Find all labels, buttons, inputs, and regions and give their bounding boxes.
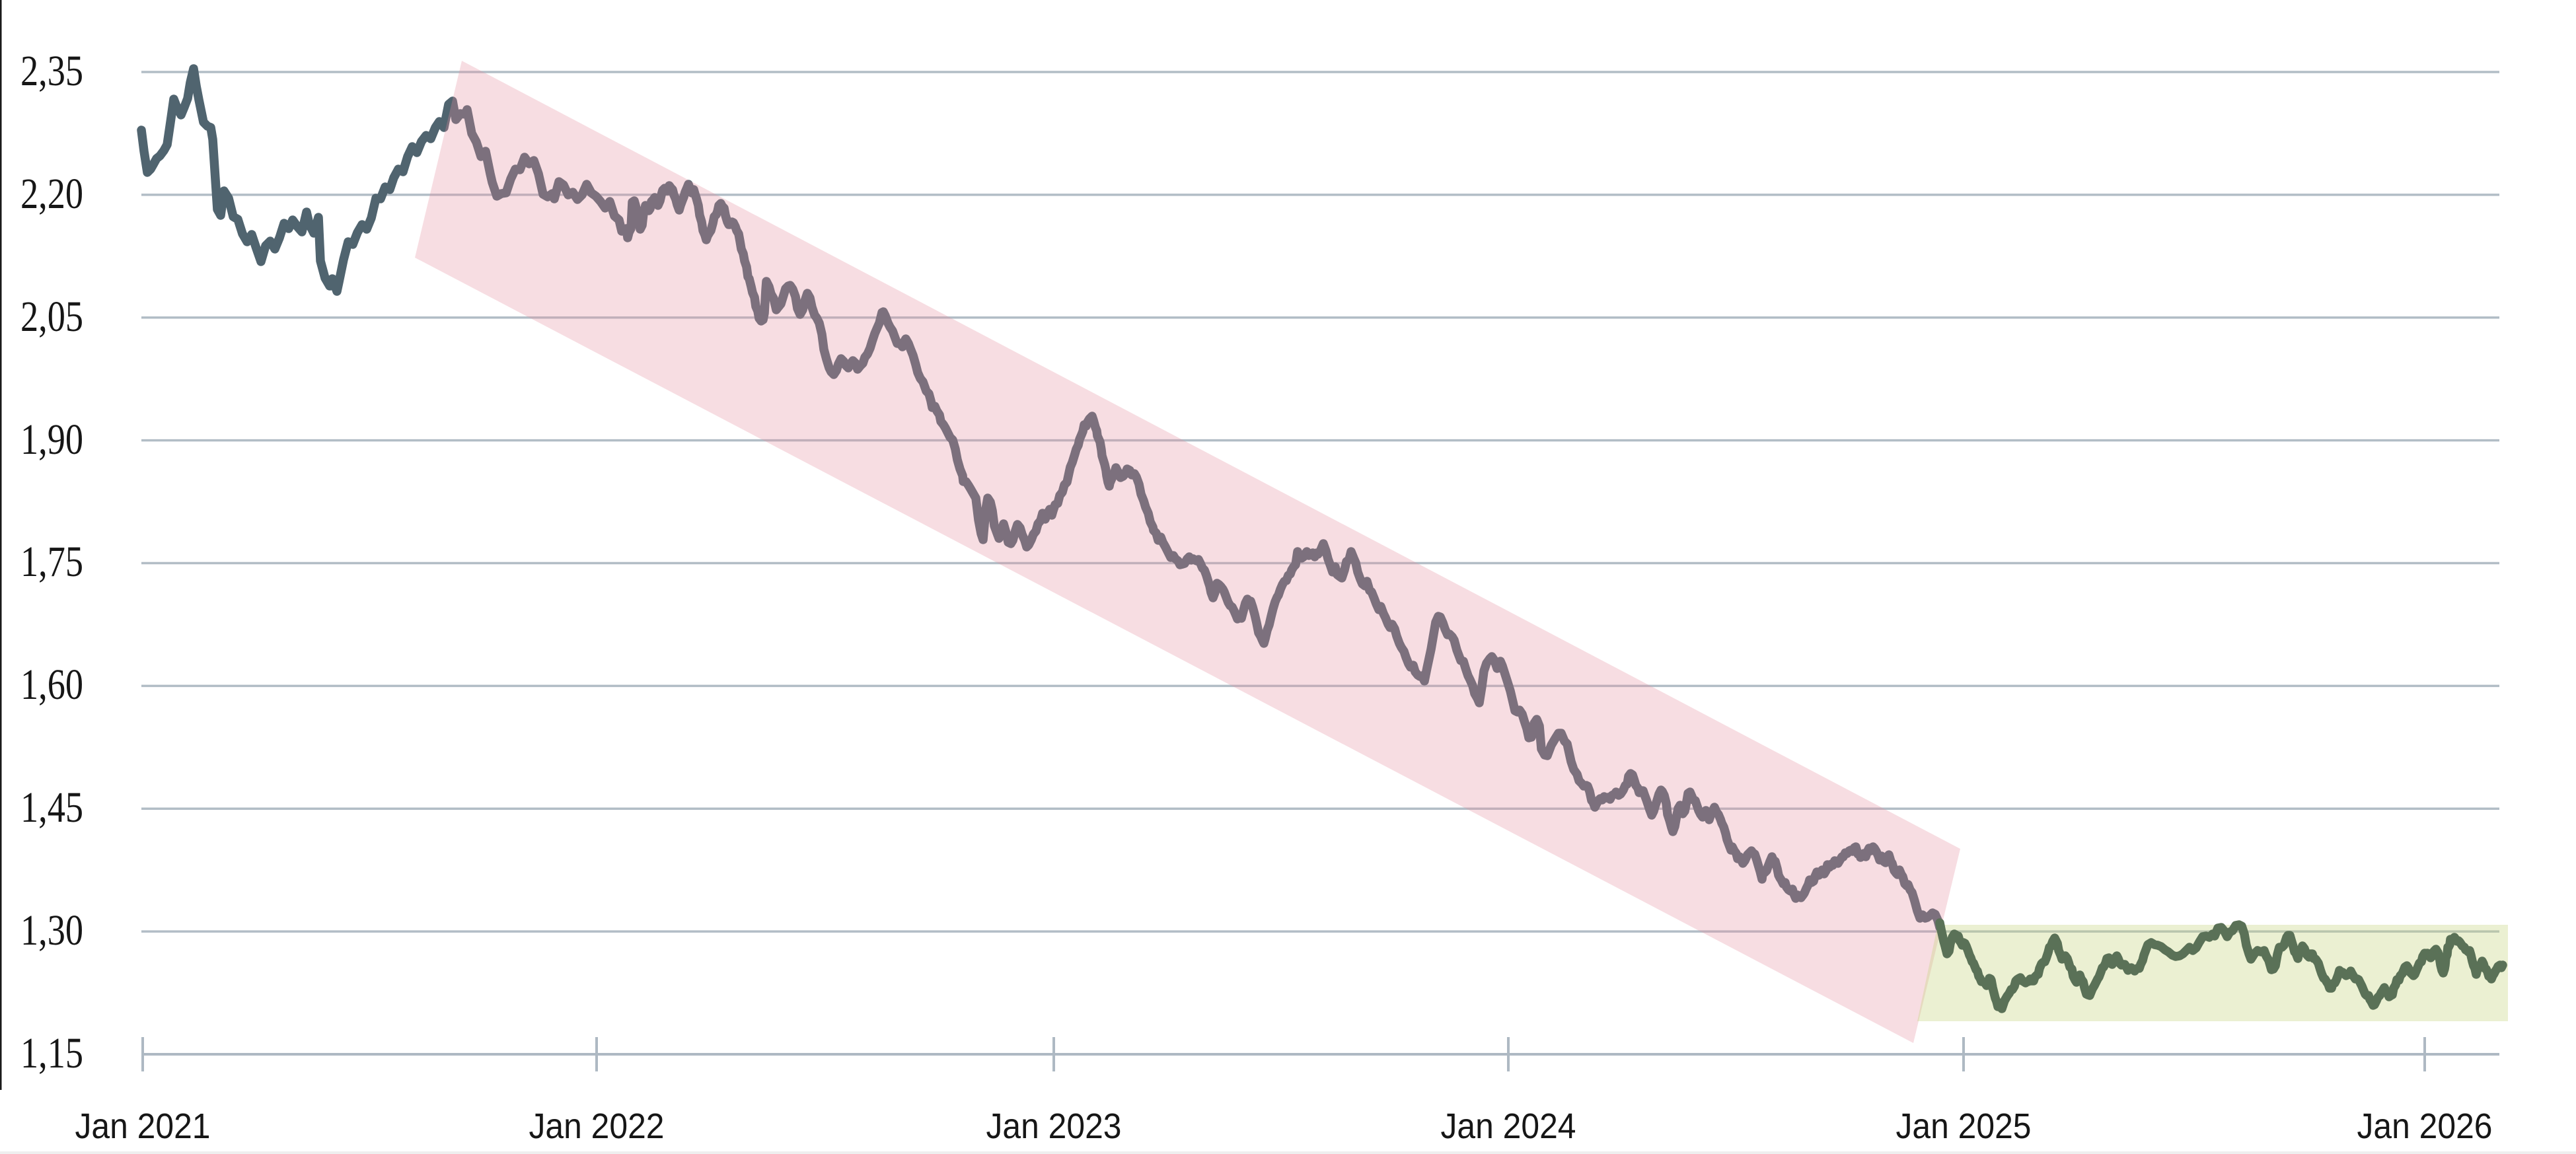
svg-text:1,30: 1,30 xyxy=(20,906,83,955)
svg-text:1,90: 1,90 xyxy=(20,415,83,464)
svg-text:1,60: 1,60 xyxy=(20,661,83,709)
svg-text:Jan 2021: Jan 2021 xyxy=(75,1106,211,1146)
svg-text:2,05: 2,05 xyxy=(20,293,83,341)
svg-text:Jan 2026: Jan 2026 xyxy=(2357,1106,2493,1146)
svg-text:Jan 2022: Jan 2022 xyxy=(529,1106,665,1146)
svg-text:Jan 2023: Jan 2023 xyxy=(986,1106,1122,1146)
svg-text:Jan 2024: Jan 2024 xyxy=(1441,1106,1576,1146)
svg-text:Jan 2025: Jan 2025 xyxy=(1896,1106,2032,1146)
svg-text:2,20: 2,20 xyxy=(20,170,83,218)
svg-text:1,75: 1,75 xyxy=(20,538,83,586)
svg-text:1,45: 1,45 xyxy=(20,783,83,832)
svg-text:2,35: 2,35 xyxy=(20,47,83,95)
svg-text:1,15: 1,15 xyxy=(20,1029,83,1077)
